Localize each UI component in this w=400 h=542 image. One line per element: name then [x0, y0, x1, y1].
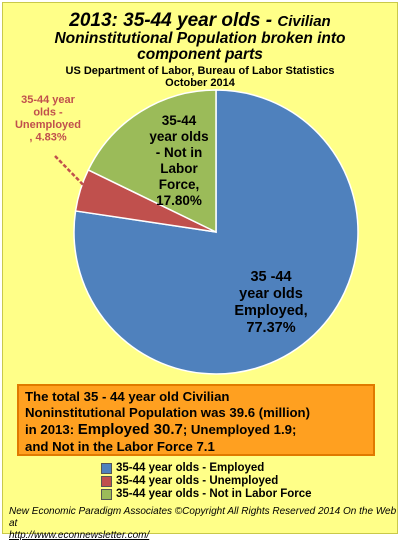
summary-line-4: and Not in the Labor Force 7.1	[25, 439, 215, 455]
label-employed: 35 -44 year olds Employed, 77.37%	[234, 269, 307, 336]
legend-swatch-employed	[101, 463, 112, 474]
summary-line-2: Noninstitutional Population was 39.6 (mi…	[25, 405, 311, 421]
legend-swatch-unemployed	[101, 476, 112, 487]
footer-url-link[interactable]: http://www.econnewsletter.com/	[9, 530, 150, 541]
legend-item-not-in-labor-force: 35-44 year olds - Not in Labor Force	[101, 488, 312, 501]
legend: 35-44 year olds - Employed 35-44 year ol…	[101, 462, 312, 501]
title-line-2: Noninstitutional Population broken into	[54, 29, 346, 47]
footer: New Economic Paradigm Associates ©Copyri…	[9, 506, 399, 542]
title-main: 2013: 35-44 year olds	[69, 10, 261, 31]
summary-line-1: The total 35 - 44 year old Civilian	[25, 389, 230, 404]
summary-line-3c: ; Unemployed 1.9;	[182, 422, 297, 438]
summary-employed: Employed 30.7	[77, 421, 183, 439]
title-sep: -	[260, 10, 278, 31]
footer-copyright: New Economic Paradigm Associates ©Copyri…	[9, 506, 397, 529]
pie-chart: 35 -44 year olds Employed, 77.37% 35-44 year…	[15, 89, 359, 375]
legend-swatch-not-in-labor-force	[101, 489, 112, 500]
summary-line-3: in 2013: Employed 30.7; Unemployed 1.9;	[25, 421, 367, 439]
summary-box: The total 35 - 44 year old Civilian Noni…	[17, 384, 375, 456]
source-text: US Department of Labor, Bureau of Labor …	[65, 65, 335, 78]
title-line-1: 2013: 35-44 year olds - Civilian	[3, 11, 397, 31]
slice-not-in-labor-force	[87, 89, 217, 234]
legend-label-employed: 35-44 year olds - Employed	[116, 462, 265, 474]
date-text: October 2014	[165, 77, 235, 90]
legend-label-not-in-labor-force: 35-44 year olds - Not in Labor Force	[116, 488, 312, 500]
label-not-in-labor-force: 35-44 year olds - Not in Labor Force, 17.80%	[149, 113, 208, 208]
unemployed-leader-line	[54, 155, 103, 205]
slice-employed	[73, 89, 359, 375]
title-tail: Civilian	[277, 13, 331, 30]
legend-item-employed: 35-44 year olds - Employed	[101, 462, 312, 475]
label-unemployed: 35-44 year olds -Unemployed, 4.83%	[15, 94, 81, 144]
chart-title: 2013: 35-44 year olds - Civilian Noninst…	[3, 11, 397, 90]
summary-line-3a: in 2013:	[25, 422, 78, 438]
legend-label-unemployed: 35-44 year olds - Unemployed	[116, 475, 279, 487]
title-line-3: component parts	[137, 46, 263, 64]
legend-item-unemployed: 35-44 year olds - Unemployed	[101, 475, 312, 488]
